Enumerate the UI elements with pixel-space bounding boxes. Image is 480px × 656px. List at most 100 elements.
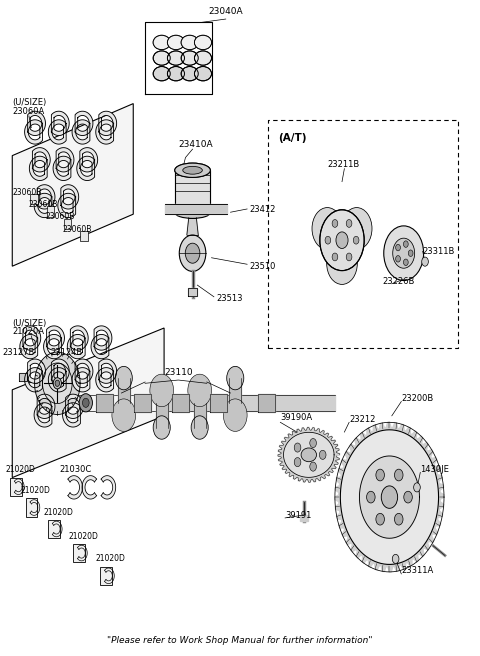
Text: 23124B: 23124B: [50, 348, 83, 358]
Polygon shape: [48, 367, 66, 392]
Text: 1430JE: 1430JE: [420, 465, 449, 474]
Circle shape: [332, 220, 338, 228]
Ellipse shape: [194, 66, 212, 81]
Circle shape: [404, 491, 412, 503]
Polygon shape: [99, 359, 117, 383]
Circle shape: [227, 367, 244, 390]
Text: 23212: 23212: [349, 415, 375, 424]
Polygon shape: [36, 354, 79, 413]
Circle shape: [376, 514, 384, 525]
Polygon shape: [68, 476, 83, 499]
Polygon shape: [58, 194, 76, 218]
Circle shape: [312, 207, 343, 249]
Polygon shape: [75, 359, 93, 383]
Polygon shape: [172, 394, 189, 412]
Text: "Please refer to Work Shop Manual for further information": "Please refer to Work Shop Manual for fu…: [107, 636, 373, 646]
Polygon shape: [44, 335, 61, 359]
Polygon shape: [77, 156, 95, 180]
Text: 23040A: 23040A: [208, 7, 243, 16]
Text: (A/T): (A/T): [278, 133, 306, 143]
Text: (U/SIZE): (U/SIZE): [12, 319, 47, 328]
Polygon shape: [134, 394, 151, 412]
Polygon shape: [278, 427, 340, 482]
Circle shape: [191, 416, 208, 440]
Polygon shape: [23, 326, 41, 350]
Polygon shape: [156, 403, 168, 428]
Polygon shape: [33, 148, 50, 172]
Polygon shape: [300, 515, 308, 522]
Polygon shape: [34, 403, 52, 427]
Circle shape: [294, 458, 301, 466]
Polygon shape: [12, 104, 133, 266]
Ellipse shape: [181, 35, 198, 50]
Circle shape: [414, 483, 420, 492]
Circle shape: [310, 462, 316, 471]
Polygon shape: [360, 456, 420, 539]
Circle shape: [395, 469, 403, 481]
Circle shape: [153, 416, 170, 440]
Polygon shape: [29, 156, 47, 180]
Polygon shape: [43, 363, 72, 403]
Text: 23311B: 23311B: [423, 247, 455, 256]
Polygon shape: [62, 403, 80, 427]
Text: 23513: 23513: [216, 295, 243, 303]
Polygon shape: [37, 394, 55, 419]
Text: 21020D: 21020D: [21, 486, 51, 495]
Polygon shape: [258, 394, 275, 412]
Text: 21020D: 21020D: [68, 532, 98, 541]
Text: 23060B: 23060B: [62, 225, 92, 234]
Polygon shape: [72, 120, 90, 144]
Text: 23510: 23510: [250, 262, 276, 271]
Polygon shape: [71, 326, 88, 350]
Polygon shape: [284, 432, 334, 478]
Circle shape: [376, 469, 384, 481]
Bar: [48, 520, 60, 538]
Circle shape: [79, 394, 93, 412]
Ellipse shape: [175, 163, 210, 177]
Polygon shape: [76, 395, 335, 411]
Circle shape: [346, 253, 352, 261]
Bar: [73, 544, 85, 562]
Circle shape: [325, 236, 331, 244]
Bar: [10, 478, 22, 496]
Circle shape: [179, 235, 206, 272]
Circle shape: [422, 257, 428, 266]
Text: 21030C: 21030C: [60, 465, 92, 474]
Circle shape: [396, 244, 400, 251]
Text: (U/SIZE): (U/SIZE): [12, 98, 47, 107]
Ellipse shape: [153, 51, 170, 65]
Polygon shape: [82, 476, 96, 499]
Circle shape: [367, 491, 375, 503]
Circle shape: [55, 380, 60, 386]
Polygon shape: [24, 367, 42, 392]
Polygon shape: [80, 148, 97, 172]
Polygon shape: [75, 112, 93, 136]
Ellipse shape: [175, 163, 210, 177]
Polygon shape: [20, 335, 37, 359]
Ellipse shape: [153, 66, 170, 81]
Ellipse shape: [194, 35, 212, 50]
Circle shape: [150, 374, 174, 407]
Text: 23226B: 23226B: [383, 277, 415, 286]
Ellipse shape: [181, 66, 198, 81]
Text: 21020D: 21020D: [96, 554, 125, 564]
Circle shape: [319, 450, 326, 459]
Text: 23311A: 23311A: [401, 566, 433, 575]
Polygon shape: [19, 373, 26, 380]
Polygon shape: [51, 112, 69, 136]
Polygon shape: [28, 112, 46, 136]
Polygon shape: [229, 378, 241, 403]
Polygon shape: [12, 328, 164, 478]
Polygon shape: [37, 185, 55, 209]
Polygon shape: [175, 171, 210, 213]
Circle shape: [346, 220, 352, 228]
Polygon shape: [72, 367, 90, 392]
Circle shape: [332, 253, 338, 261]
Circle shape: [396, 256, 400, 262]
Text: 21020D: 21020D: [43, 508, 73, 517]
Bar: [100, 567, 112, 585]
Polygon shape: [194, 403, 205, 428]
Polygon shape: [34, 194, 52, 218]
Polygon shape: [14, 479, 24, 495]
Ellipse shape: [301, 448, 316, 462]
